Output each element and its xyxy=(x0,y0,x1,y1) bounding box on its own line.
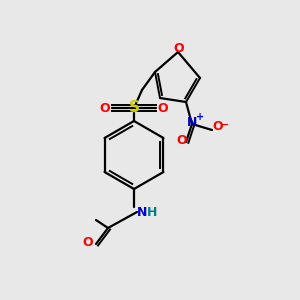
Text: O: O xyxy=(158,101,168,115)
Text: O: O xyxy=(177,134,187,148)
Text: O: O xyxy=(83,236,93,250)
Text: H: H xyxy=(147,206,157,218)
Text: O: O xyxy=(174,41,184,55)
Text: N: N xyxy=(137,206,147,218)
Text: O: O xyxy=(213,121,223,134)
Text: +: + xyxy=(196,112,204,122)
Text: −: − xyxy=(220,120,230,130)
Text: N: N xyxy=(187,116,197,128)
Text: O: O xyxy=(100,101,110,115)
Text: S: S xyxy=(128,100,140,116)
